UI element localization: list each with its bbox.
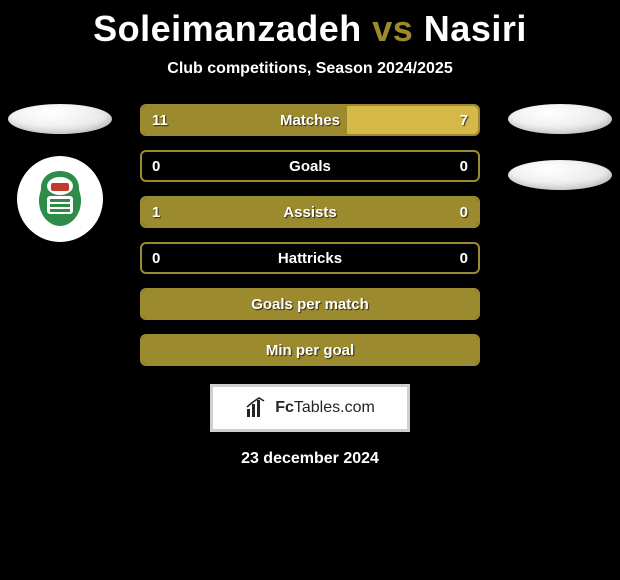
player1-club-badge	[17, 156, 103, 242]
stat-bar: 0Goals0	[140, 150, 480, 182]
stat-bar: Goals per match	[140, 288, 480, 320]
bar-value-left: 0	[142, 250, 190, 267]
logo-text-bold: Fc	[275, 399, 294, 416]
fctables-logo: FcTables.com	[210, 384, 410, 432]
player1-name: Soleimanzadeh	[93, 8, 362, 49]
date-label: 23 december 2024	[0, 450, 620, 468]
stat-bar: 1Assists0	[140, 196, 480, 228]
club-crest-icon	[29, 168, 91, 230]
logo-text-rest: Tables.com	[294, 399, 375, 416]
bar-label: Min per goal	[190, 342, 430, 359]
bar-label: Goals per match	[190, 296, 430, 313]
right-avatars	[500, 104, 620, 190]
subtitle: Club competitions, Season 2024/2025	[0, 60, 620, 78]
bar-value-left: 1	[142, 204, 190, 221]
player2-name: Nasiri	[424, 8, 527, 49]
bar-value-right: 0	[430, 158, 478, 175]
stat-bar: Min per goal	[140, 334, 480, 366]
stat-bar: 0Hattricks0	[140, 242, 480, 274]
stat-bars: 11Matches70Goals01Assists00Hattricks0Goa…	[140, 104, 480, 366]
bar-value-right: 7	[430, 112, 478, 129]
player2-club-placeholder	[508, 160, 612, 190]
bar-value-left: 0	[142, 158, 190, 175]
bar-value-left: 11	[142, 112, 190, 129]
bar-label: Matches	[190, 112, 430, 129]
comparison-panel: 11Matches70Goals01Assists00Hattricks0Goa…	[0, 104, 620, 366]
page-title: Soleimanzadeh vs Nasiri	[0, 0, 620, 50]
player2-avatar-placeholder	[508, 104, 612, 134]
bar-label: Hattricks	[190, 250, 430, 267]
vs-text: vs	[372, 8, 413, 49]
bar-value-right: 0	[430, 204, 478, 221]
player1-avatar-placeholder	[8, 104, 112, 134]
stat-bar: 11Matches7	[140, 104, 480, 136]
bar-label: Goals	[190, 158, 430, 175]
barchart-icon	[245, 397, 269, 419]
left-avatars	[0, 104, 120, 242]
bar-label: Assists	[190, 204, 430, 221]
bar-value-right: 0	[430, 250, 478, 267]
